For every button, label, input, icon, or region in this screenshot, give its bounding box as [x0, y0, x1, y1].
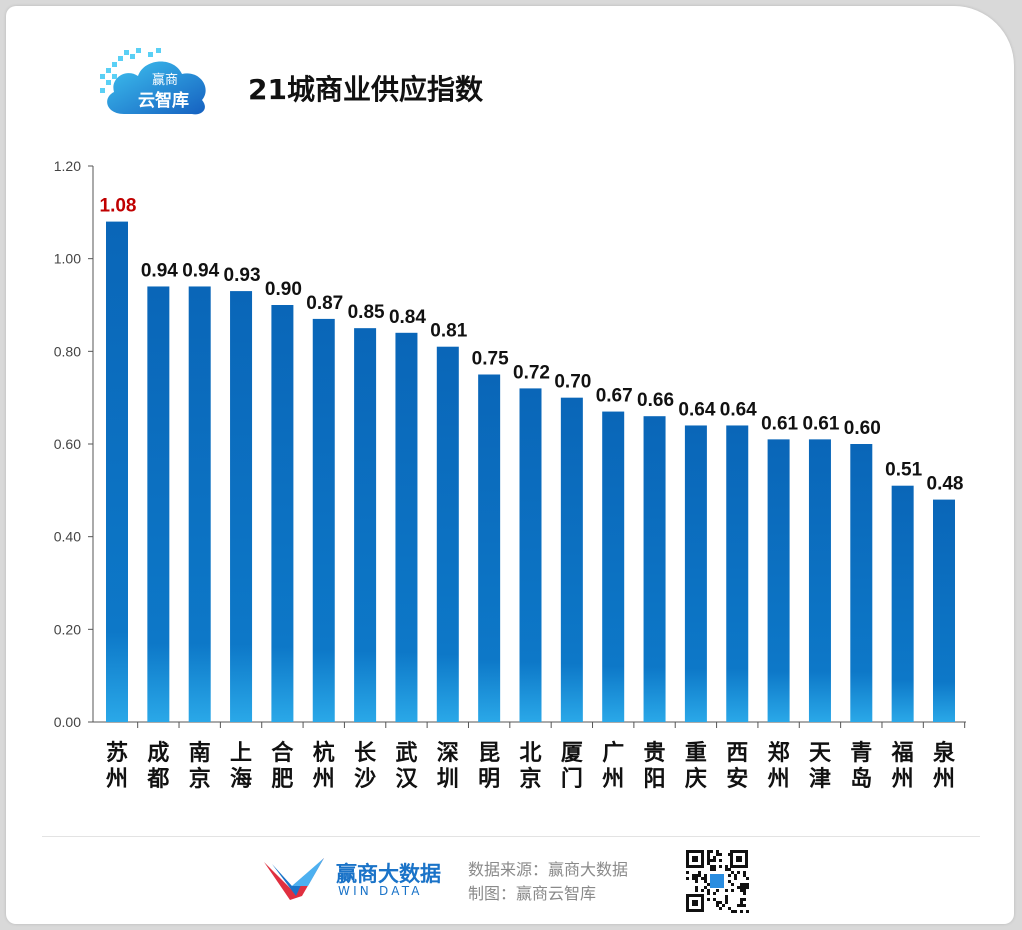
- category-label: 合肥: [271, 740, 294, 792]
- bar-贵阳: [643, 416, 666, 722]
- bar-福州: [891, 485, 914, 722]
- card: 赢商 云智库 21城商业供应指数: [6, 6, 1014, 924]
- cloud-logo-icon: 赢商 云智库: [100, 48, 206, 115]
- value-label: 0.94: [141, 260, 178, 281]
- bar-郑州: [767, 439, 790, 722]
- value-label: 0.60: [844, 418, 881, 439]
- y-tick-label: 0.00: [54, 714, 81, 730]
- value-label: 0.51: [885, 460, 922, 481]
- category-label: 贵阳: [644, 741, 666, 792]
- category-label: 昆明: [478, 741, 500, 792]
- category-label: 西安: [726, 741, 748, 792]
- y-tick-label: 0.80: [54, 343, 81, 359]
- chart-title: 21城商业供应指数: [248, 73, 483, 106]
- category-label: 长沙: [354, 741, 377, 792]
- brand-name: 赢商大数据: [336, 862, 441, 886]
- category-label: 上海: [230, 741, 252, 792]
- value-label: 0.72: [513, 362, 550, 383]
- value-label: 0.84: [389, 307, 426, 328]
- bar-泉州: [933, 499, 955, 722]
- bar-南京: [188, 286, 211, 722]
- y-tick-label: 0.20: [54, 621, 81, 637]
- y-tick-label: 0.40: [54, 529, 81, 545]
- footer-divider: [42, 836, 980, 837]
- category-label: 郑州: [768, 741, 790, 792]
- category-label: 广州: [602, 740, 624, 792]
- bar-chart: 0.00 0.20 0.40 0.60 0.80 1.00 1.20 1.08 苏州 0.94 成…: [54, 158, 966, 792]
- bar-深圳: [436, 346, 459, 722]
- bar-重庆: [684, 425, 707, 722]
- bar-广州: [602, 411, 625, 722]
- value-label: 0.94: [182, 260, 219, 281]
- value-label: 0.61: [802, 413, 839, 434]
- value-label: 1.08: [100, 196, 137, 217]
- value-label: 0.90: [265, 279, 302, 300]
- value-label: 0.87: [306, 293, 343, 314]
- value-label: 0.48: [927, 474, 964, 495]
- winshang-bird-icon: [264, 858, 324, 900]
- value-label: 0.93: [224, 265, 261, 286]
- bar-厦门: [560, 397, 583, 722]
- category-label: 杭州: [313, 740, 335, 792]
- bar-长沙: [354, 328, 377, 722]
- chart-bars: [106, 221, 955, 722]
- value-label: 0.64: [720, 399, 757, 420]
- brand-sub: WIN DATA: [338, 884, 423, 898]
- bar-北京: [519, 388, 542, 722]
- category-label: 重庆: [685, 741, 707, 792]
- bar-苏州: [106, 221, 128, 722]
- bar-成都: [147, 286, 170, 722]
- value-label: 0.85: [348, 302, 385, 323]
- category-label: 青岛: [850, 741, 872, 792]
- category-label: 武汉: [395, 741, 418, 792]
- category-label: 南京: [189, 741, 211, 792]
- category-label: 厦门: [561, 741, 583, 792]
- value-label: 0.81: [430, 321, 467, 342]
- y-tick-label: 1.20: [54, 158, 81, 174]
- source-block: 数据来源：赢商大数据 制图：赢商云智库: [468, 858, 628, 906]
- bar-武汉: [395, 332, 418, 722]
- category-label: 泉州: [933, 740, 956, 792]
- y-tick-label: 1.00: [54, 251, 81, 267]
- value-label: 0.75: [472, 349, 509, 370]
- chart-labels: 1.08 苏州 0.94 成都 0.94 南京 0.93 上海 0.90 合肥 0.87 杭州 0.85…: [100, 196, 964, 792]
- bar-合肥: [271, 305, 294, 722]
- category-label: 北京: [519, 741, 541, 792]
- value-label: 0.67: [596, 386, 633, 407]
- bar-上海: [230, 291, 253, 722]
- value-label: 0.64: [678, 399, 715, 420]
- bar-昆明: [478, 374, 501, 722]
- value-label: 0.66: [637, 390, 674, 411]
- data-source: 数据来源：赢商大数据: [468, 860, 629, 879]
- value-label: 0.70: [554, 372, 591, 393]
- bar-杭州: [312, 318, 335, 722]
- logo-line1: 赢商: [152, 72, 178, 88]
- category-label: 深圳: [437, 741, 459, 792]
- y-tick-label: 0.60: [54, 436, 81, 452]
- category-label: 福州: [891, 741, 914, 792]
- bar-天津: [808, 439, 831, 722]
- value-label: 0.61: [761, 413, 798, 434]
- category-label: 成都: [146, 741, 169, 792]
- category-label: 苏州: [106, 740, 128, 792]
- logo-line2: 云智库: [138, 90, 189, 111]
- category-label: 天津: [809, 741, 832, 792]
- chart-credit: 制图：赢商云智库: [468, 884, 597, 903]
- bar-青岛: [850, 444, 873, 722]
- bar-西安: [726, 425, 749, 722]
- qr-code-icon[interactable]: [684, 848, 750, 914]
